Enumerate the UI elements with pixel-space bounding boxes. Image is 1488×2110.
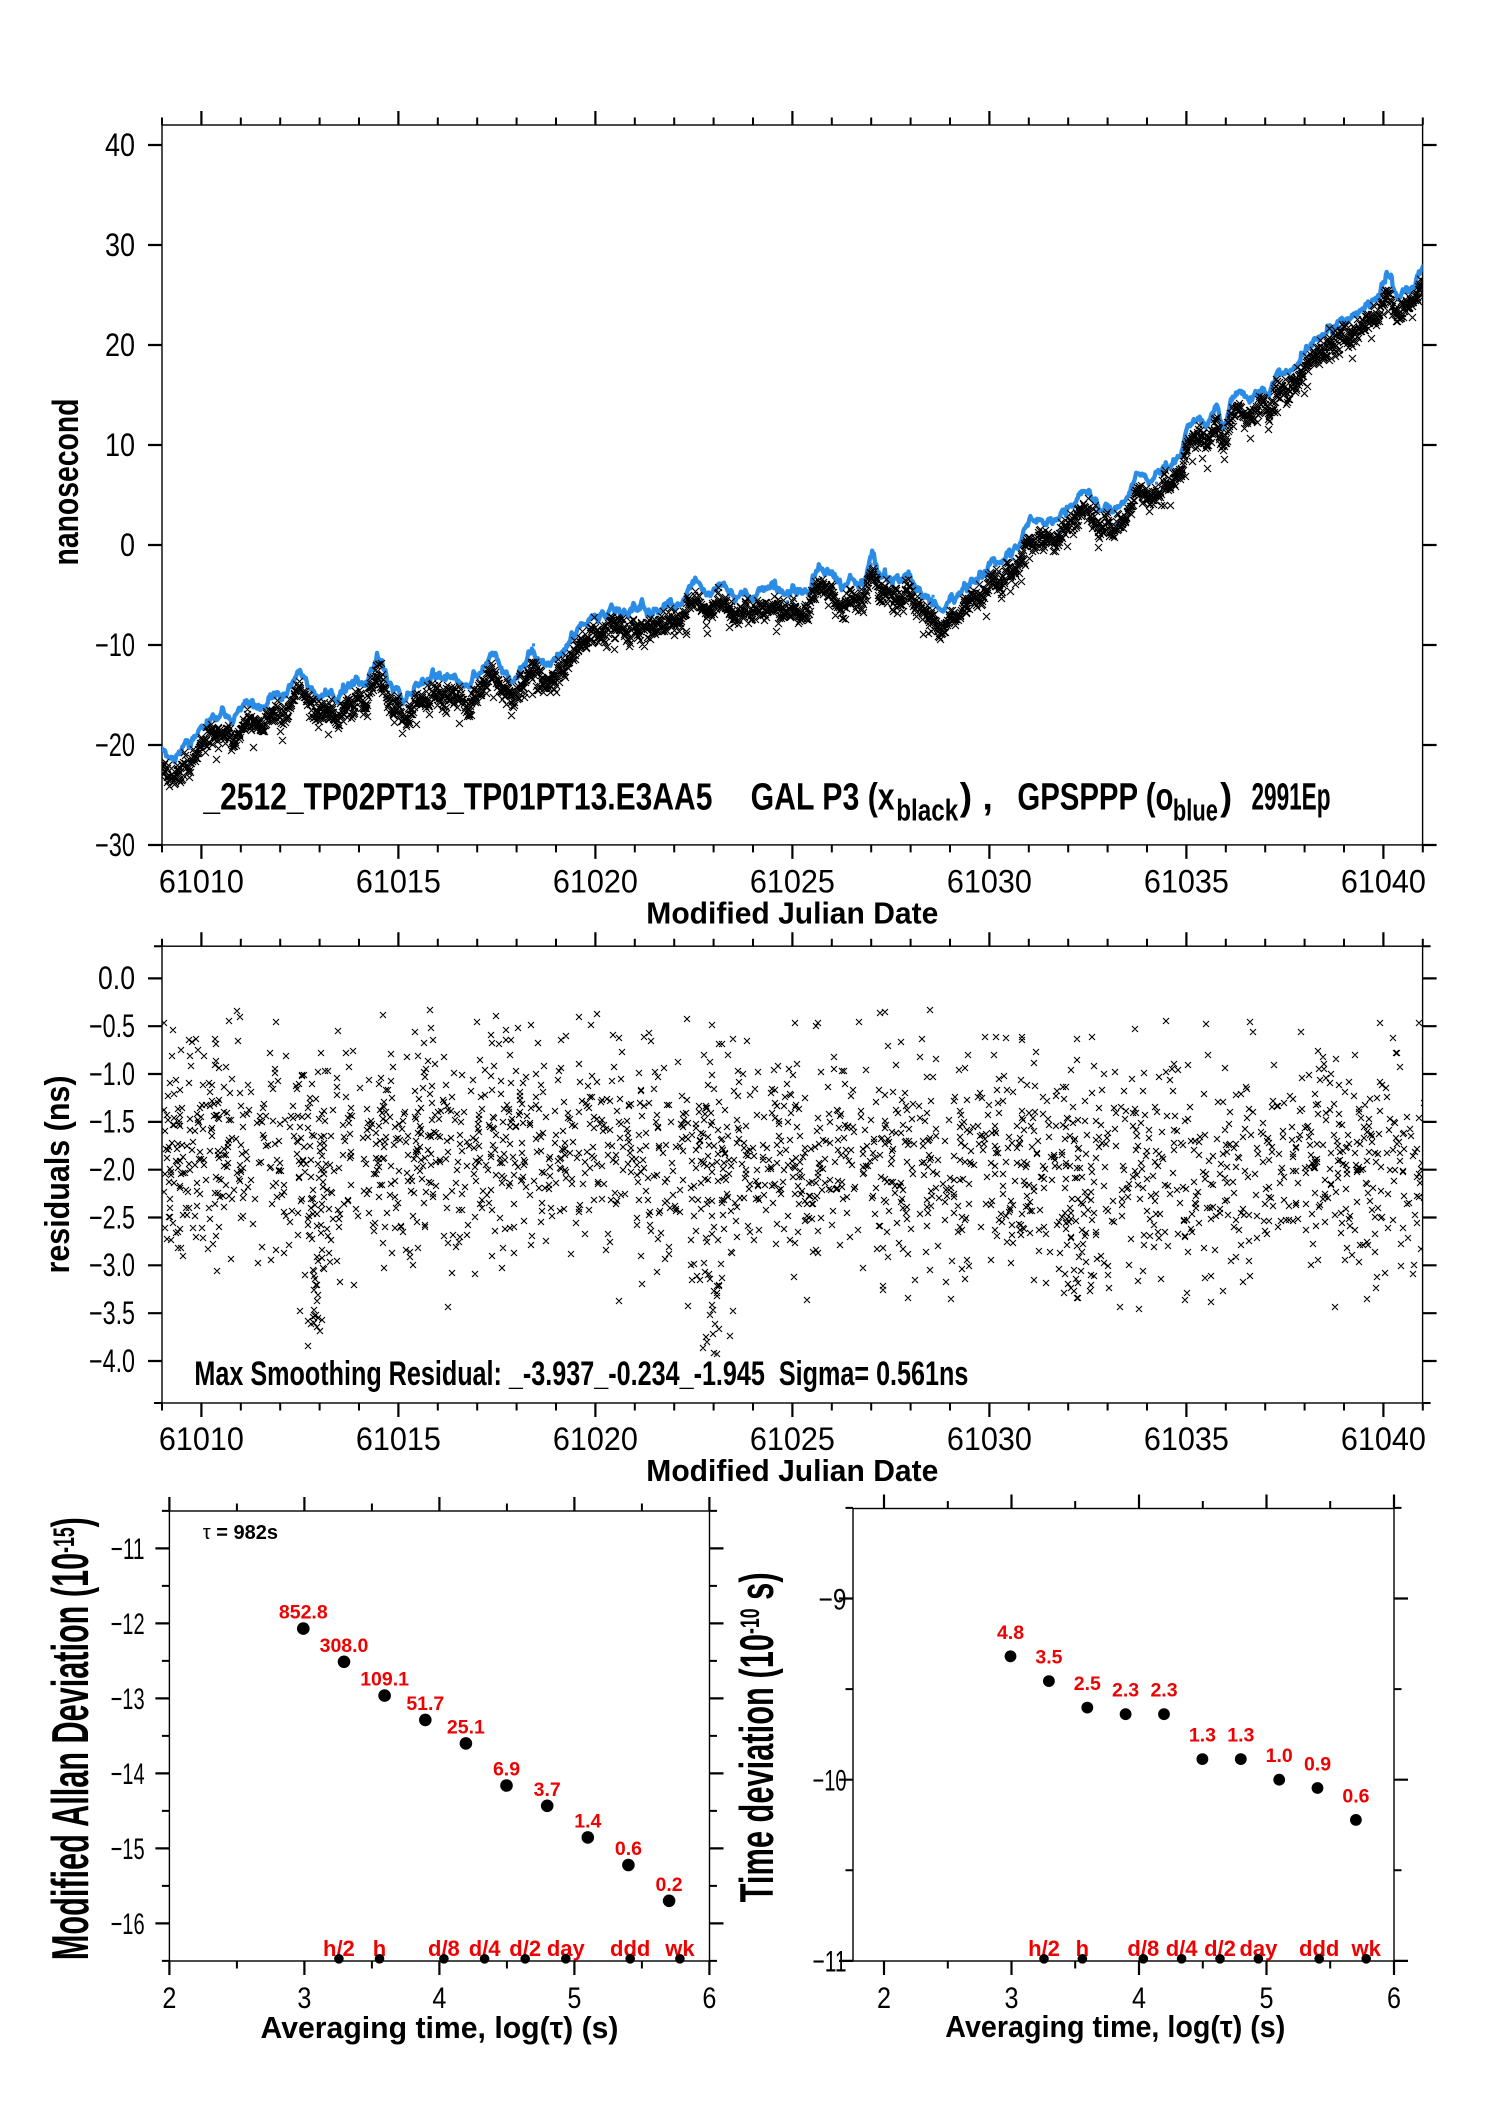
svg-text:30: 30 — [105, 227, 135, 263]
svg-text:h: h — [1076, 1936, 1089, 1961]
svg-text:−10: −10 — [813, 1765, 847, 1798]
svg-text:5: 5 — [1260, 1982, 1274, 2015]
svg-text:61030: 61030 — [947, 1421, 1032, 1457]
svg-text:−10: −10 — [95, 627, 135, 663]
svg-text:GPSPPP (o: GPSPPP (o — [1017, 777, 1173, 819]
svg-text:2.5: 2.5 — [1074, 1673, 1101, 1695]
svg-text:61025: 61025 — [750, 1421, 835, 1457]
svg-text:61010: 61010 — [159, 864, 244, 900]
svg-text:−4.0: −4.0 — [89, 1343, 135, 1379]
svg-text:61040: 61040 — [1341, 864, 1426, 900]
svg-text:109.1: 109.1 — [360, 1669, 409, 1691]
svg-text:residuals (ns): residuals (ns) — [39, 1076, 77, 1274]
svg-text:6.9: 6.9 — [493, 1759, 520, 1781]
svg-text:61030: 61030 — [947, 864, 1032, 900]
svg-text:4.8: 4.8 — [997, 1622, 1024, 1644]
svg-text:h: h — [373, 1936, 386, 1961]
svg-text:308.0: 308.0 — [320, 1635, 369, 1657]
svg-text:Modified Julian Date: Modified Julian Date — [646, 895, 938, 930]
svg-text:2: 2 — [877, 1982, 891, 2015]
svg-text:0.6: 0.6 — [615, 1838, 642, 1860]
svg-text:−11: −11 — [111, 1533, 145, 1566]
svg-text:τ = 982s: τ = 982s — [203, 1522, 278, 1544]
svg-text:−1.0: −1.0 — [89, 1056, 135, 1092]
svg-text:61010: 61010 — [159, 1421, 244, 1457]
svg-text:4: 4 — [1132, 1982, 1146, 2015]
svg-text:3: 3 — [297, 1982, 311, 2015]
svg-text:−13: −13 — [111, 1683, 145, 1716]
svg-text:1.3: 1.3 — [1189, 1725, 1216, 1747]
svg-text:51.7: 51.7 — [406, 1693, 444, 1715]
svg-text:−12: −12 — [111, 1608, 145, 1641]
svg-text:61040: 61040 — [1341, 1421, 1426, 1457]
svg-text:5: 5 — [567, 1982, 581, 2015]
svg-text:−14: −14 — [111, 1758, 145, 1791]
svg-text:): ) — [1220, 777, 1232, 819]
svg-text:−0.5: −0.5 — [89, 1008, 135, 1044]
svg-text:4: 4 — [432, 1982, 446, 2015]
svg-text:2.3: 2.3 — [1112, 1680, 1139, 1702]
svg-text:61025: 61025 — [750, 864, 835, 900]
svg-text:61020: 61020 — [553, 864, 638, 900]
svg-text:−2.0: −2.0 — [89, 1152, 135, 1188]
svg-text:6: 6 — [1387, 1982, 1401, 2015]
svg-text:0.9: 0.9 — [1304, 1754, 1331, 1776]
svg-text:61020: 61020 — [553, 1421, 638, 1457]
svg-text:−11: −11 — [813, 1946, 847, 1979]
svg-text:black: black — [896, 792, 959, 827]
svg-text:0.6: 0.6 — [1342, 1785, 1369, 1807]
svg-text:Averaging time, log(τ) (s): Averaging time, log(τ) (s) — [945, 2009, 1285, 2044]
svg-text:1.3: 1.3 — [1227, 1725, 1254, 1747]
svg-text:−30: −30 — [95, 827, 135, 863]
svg-text:10: 10 — [105, 427, 135, 463]
svg-text:2991Ep: 2991Ep — [1252, 777, 1331, 819]
svg-text:nanosecond: nanosecond — [45, 399, 86, 566]
svg-text:3: 3 — [1005, 1982, 1019, 2015]
svg-text:Modified Allan Deviation (10-1: Modified Allan Deviation (10-15) — [42, 1517, 100, 1960]
svg-text:−1.5: −1.5 — [89, 1104, 135, 1140]
svg-text:0: 0 — [120, 527, 135, 563]
svg-text:3.5: 3.5 — [1035, 1647, 1062, 1669]
svg-text:40: 40 — [105, 127, 135, 163]
svg-text:25.1: 25.1 — [447, 1716, 485, 1738]
svg-text:3.7: 3.7 — [534, 1779, 561, 1801]
svg-text:−3.0: −3.0 — [89, 1247, 135, 1283]
svg-text:−3.5: −3.5 — [89, 1295, 135, 1331]
svg-text:1.4: 1.4 — [574, 1810, 601, 1832]
svg-text:61015: 61015 — [356, 864, 441, 900]
svg-text:−2.5: −2.5 — [89, 1199, 135, 1235]
svg-text:61035: 61035 — [1144, 1421, 1229, 1457]
svg-text:−15: −15 — [111, 1833, 145, 1866]
svg-text:61035: 61035 — [1144, 864, 1229, 900]
svg-text:61015: 61015 — [356, 1421, 441, 1457]
svg-text:20: 20 — [105, 327, 135, 363]
svg-text:0.0: 0.0 — [98, 960, 135, 996]
svg-text:6: 6 — [702, 1982, 716, 2015]
svg-text:2.3: 2.3 — [1150, 1680, 1177, 1702]
svg-text:Modified Julian Date: Modified Julian Date — [646, 1453, 938, 1488]
svg-text:−20: −20 — [95, 727, 135, 763]
svg-text:0.2: 0.2 — [656, 1874, 683, 1896]
svg-text:blue: blue — [1173, 792, 1218, 827]
svg-text:_2512_TP02PT13_TP01PT13.E3AA5: _2512_TP02PT13_TP01PT13.E3AA5 — [203, 777, 713, 819]
svg-text:) ,: ) , — [960, 777, 993, 819]
svg-text:−9: −9 — [819, 1583, 847, 1616]
svg-text:852.8: 852.8 — [279, 1602, 328, 1624]
svg-text:Averaging time, log(τ) (s): Averaging time, log(τ) (s) — [261, 2010, 619, 2045]
svg-text:−16: −16 — [111, 1908, 145, 1941]
svg-text:2: 2 — [162, 1982, 176, 2015]
svg-text:Max Smoothing Residual: _-3.93: Max Smoothing Residual: _-3.937_-0.234_-… — [194, 1355, 968, 1393]
svg-text:GAL P3 (x: GAL P3 (x — [751, 777, 895, 819]
svg-text:1.0: 1.0 — [1266, 1745, 1293, 1767]
